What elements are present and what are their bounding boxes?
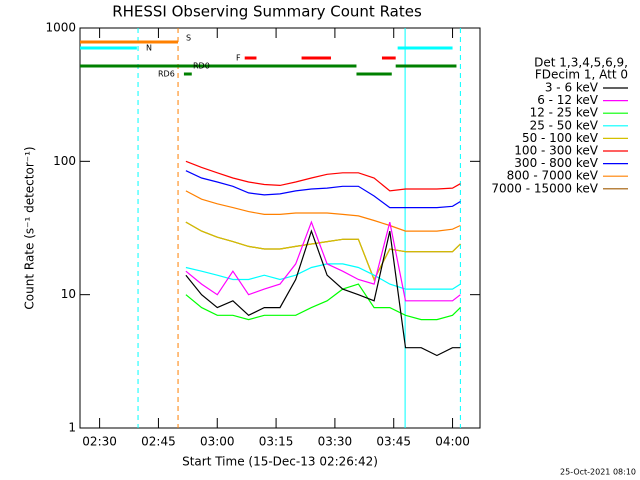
y-axis-label: Count Rate (s⁻¹ detector⁻¹) (23, 146, 37, 309)
footer: 25-Oct-2021 08:10 (560, 468, 636, 477)
legend-label: 50 - 100 keV (522, 131, 599, 145)
legend-label: 3 - 6 keV (545, 81, 599, 95)
flag-label: RD0 (193, 62, 210, 71)
legend-label: 12 - 25 keV (530, 106, 599, 120)
series-line (185, 160, 461, 192)
series-line (185, 170, 461, 209)
legend-label: 7000 - 15000 keV (491, 181, 598, 195)
flag-label: S (186, 34, 191, 43)
legend-label: 300 - 800 keV (514, 156, 598, 170)
legend-label: 25 - 50 keV (530, 118, 599, 132)
series-line (185, 221, 461, 281)
series-line (185, 220, 461, 302)
flag-label: N (146, 44, 152, 53)
flag-label: F (236, 54, 241, 63)
legend-header: FDecim 1, Att 0 (535, 68, 628, 82)
legend-label: 6 - 12 keV (537, 93, 599, 107)
chart-title: RHESSI Observing Summary Count Rates (112, 3, 422, 21)
plot-frame (79, 27, 481, 429)
y-tick-label: 1 (68, 421, 76, 435)
legend-header: Det 1,3,4,5,6,9, (534, 56, 628, 70)
x-tick-label: 02:30 (82, 435, 117, 449)
y-tick-label: 1000 (45, 21, 76, 35)
x-axis-label: Start Time (15-Dec-13 02:26:42) (182, 455, 378, 469)
x-tick-label: 03:45 (376, 435, 411, 449)
x-tick-label: 03:15 (259, 435, 294, 449)
series-line (185, 283, 461, 321)
series-line (185, 229, 461, 357)
x-tick-label: 03:00 (200, 435, 235, 449)
y-tick-label: 10 (61, 287, 76, 301)
series-line (185, 190, 461, 232)
flag-label: RD6 (158, 70, 175, 79)
legend-label: 800 - 7000 keV (507, 169, 599, 183)
x-tick-label: 04:00 (435, 435, 470, 449)
x-tick-label: 03:30 (318, 435, 353, 449)
x-tick-label: 02:45 (141, 435, 176, 449)
series-line (185, 263, 461, 290)
y-tick-label: 100 (53, 154, 76, 168)
legend-label: 100 - 300 keV (514, 144, 598, 158)
